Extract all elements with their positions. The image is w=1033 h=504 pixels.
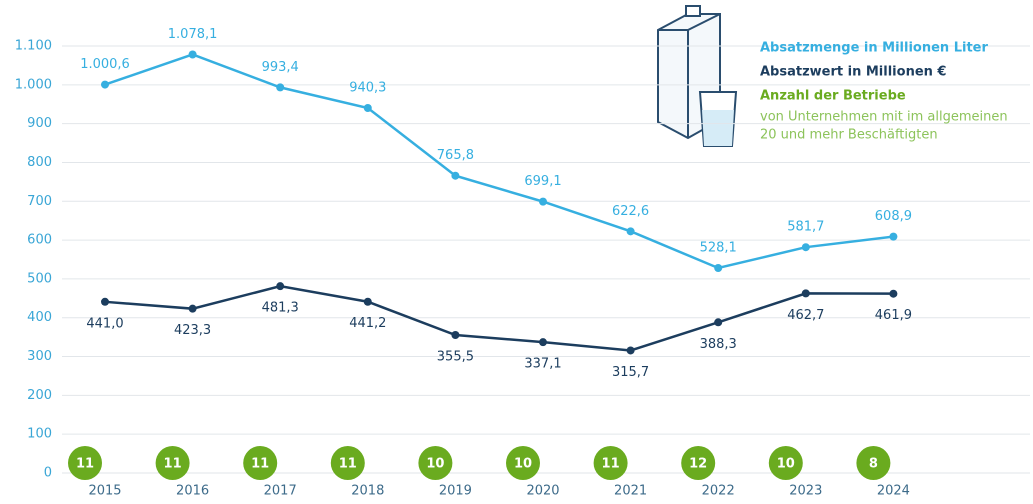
data-label: 355,5 — [437, 350, 474, 365]
count-label: 11 — [602, 457, 620, 472]
point — [889, 289, 898, 298]
x-tick-label: 2017 — [264, 484, 297, 499]
point — [276, 83, 285, 92]
x-tick-label: 2016 — [176, 484, 209, 499]
series-line — [104, 53, 894, 270]
count-badge — [330, 446, 365, 480]
data-label: 315,7 — [612, 365, 649, 380]
x-tick-label: 2015 — [88, 484, 121, 499]
point — [889, 232, 898, 241]
point — [363, 297, 372, 306]
y-tick-label: 900 — [27, 116, 52, 131]
point — [626, 227, 635, 236]
data-label: 765,8 — [437, 148, 474, 163]
count-badge — [856, 446, 891, 480]
data-label: 481,3 — [262, 301, 299, 316]
point — [801, 289, 810, 298]
count-label: 10 — [426, 457, 444, 472]
data-label: 993,4 — [262, 60, 299, 75]
y-tick-label: 200 — [27, 388, 52, 403]
point — [101, 297, 109, 306]
legend-label: Absatzmenge in Millionen Liter — [760, 41, 988, 56]
y-tick-label: 0 — [44, 466, 52, 481]
count-label: 11 — [76, 457, 94, 472]
data-label: 388,3 — [700, 337, 737, 352]
count-badge — [506, 446, 540, 480]
point — [451, 171, 460, 180]
count-badge — [593, 446, 628, 480]
x-tick-label: 2022 — [702, 484, 735, 499]
data-label: 461,9 — [875, 308, 912, 323]
point — [188, 50, 197, 59]
y-tick-label: 300 — [27, 349, 52, 364]
data-label: 441,2 — [349, 316, 386, 331]
count-badge — [418, 446, 453, 480]
point — [539, 197, 547, 206]
x-tick-label: 2020 — [526, 484, 559, 499]
series-line — [104, 284, 894, 352]
y-tick-label: 1.000 — [15, 77, 52, 92]
point — [363, 103, 372, 112]
y-tick-label: 800 — [27, 155, 52, 170]
point — [801, 243, 810, 252]
x-tick-label: 2021 — [614, 484, 647, 499]
y-tick-label: 400 — [27, 310, 52, 325]
count-label: 8 — [869, 457, 878, 472]
point — [188, 304, 197, 313]
legend-label: Absatzwert in Millionen € — [760, 65, 946, 80]
data-label: 462,7 — [787, 308, 824, 323]
x-tick-label: 2024 — [877, 484, 910, 499]
data-label: 699,1 — [524, 174, 561, 189]
y-tick-label: 100 — [27, 427, 52, 442]
x-tick-label: 2018 — [351, 484, 384, 499]
data-label: 528,1 — [700, 241, 737, 256]
milk-icon — [657, 5, 738, 147]
point — [451, 331, 460, 340]
data-label: 940,3 — [349, 80, 386, 95]
count-label: 11 — [251, 457, 269, 472]
data-label: 1.078,1 — [168, 27, 218, 42]
data-label: 441,0 — [86, 316, 123, 331]
data-label: 622,6 — [612, 204, 649, 219]
data-label: 337,1 — [524, 357, 561, 372]
y-tick-label: 1.100 — [15, 39, 52, 54]
count-label: 10 — [514, 457, 532, 472]
count-badge — [768, 446, 803, 480]
count-badge — [155, 446, 190, 480]
count-label: 11 — [164, 457, 182, 472]
data-label: 608,9 — [875, 209, 912, 224]
legend-note: von Unternehmen mit im allgemeinen — [760, 110, 1008, 125]
legend-label: Anzahl der Betriebe — [760, 89, 906, 104]
count-badge — [68, 446, 102, 480]
point — [539, 338, 547, 347]
point — [626, 346, 635, 355]
data-label: 423,3 — [174, 323, 211, 338]
legend-note: 20 und mehr Beschäftigten — [760, 128, 938, 143]
y-tick-label: 600 — [27, 233, 52, 248]
point — [101, 80, 109, 89]
point — [714, 318, 723, 327]
point — [276, 282, 285, 291]
count-badge — [243, 446, 278, 480]
count-label: 10 — [777, 457, 795, 472]
count-label: 12 — [689, 457, 707, 472]
count-label: 11 — [339, 457, 357, 472]
data-label: 581,7 — [787, 220, 824, 235]
y-tick-label: 700 — [27, 194, 52, 209]
x-tick-label: 2023 — [789, 484, 822, 499]
y-tick-label: 500 — [27, 271, 52, 286]
x-tick-label: 2019 — [439, 484, 472, 499]
count-badge — [681, 446, 716, 480]
point — [714, 264, 723, 273]
data-label: 1.000,6 — [80, 57, 130, 72]
